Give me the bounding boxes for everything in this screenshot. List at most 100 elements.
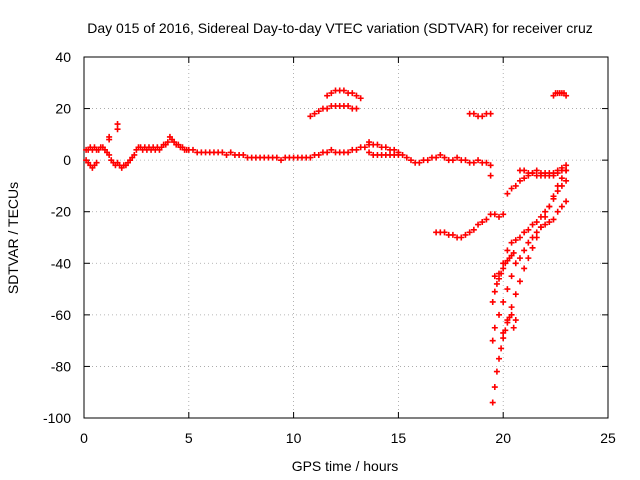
- data-point-marker: [357, 95, 364, 102]
- data-point-marker: [382, 144, 389, 151]
- data-point-marker: [391, 146, 398, 153]
- data-point-marker: [521, 175, 528, 182]
- data-point-marker: [542, 208, 549, 215]
- data-point-marker: [475, 221, 482, 228]
- x-tick-label: 0: [80, 430, 88, 446]
- data-point-marker: [361, 144, 368, 151]
- data-point-marker: [328, 146, 335, 153]
- data-point-marker: [508, 304, 515, 311]
- x-axis-label: GPS time / hours: [292, 458, 399, 474]
- data-point-marker: [315, 108, 322, 115]
- data-point-marker: [521, 167, 528, 174]
- data-point-marker: [512, 260, 519, 267]
- data-point-marker: [487, 172, 494, 179]
- data-point-marker: [542, 221, 549, 228]
- data-point-marker: [449, 231, 456, 238]
- data-point-marker: [533, 234, 540, 241]
- data-point-marker: [324, 149, 331, 156]
- data-point-marker: [558, 175, 565, 182]
- data-point-marker: [563, 167, 570, 174]
- data-point-marker: [493, 368, 500, 375]
- data-point-marker: [345, 102, 352, 109]
- data-point-marker: [311, 110, 318, 117]
- data-point-marker: [512, 182, 519, 189]
- data-point-marker: [189, 146, 196, 153]
- data-point-marker: [466, 229, 473, 236]
- data-point-marker: [240, 151, 247, 158]
- data-point-marker: [508, 273, 515, 280]
- data-point-marker: [554, 167, 561, 174]
- data-point-marker: [328, 90, 335, 97]
- data-point-marker: [533, 229, 540, 236]
- data-point-marker: [449, 157, 456, 164]
- data-point-marker: [307, 154, 314, 161]
- data-point-marker: [504, 317, 511, 324]
- data-point-marker: [496, 275, 503, 282]
- data-point-marker: [433, 154, 440, 161]
- data-point-marker: [483, 159, 490, 166]
- data-point-marker: [563, 177, 570, 184]
- data-point-marker: [278, 157, 285, 164]
- data-point-marker: [349, 90, 356, 97]
- data-point-marker: [529, 244, 536, 251]
- data-point-marker: [550, 195, 557, 202]
- data-point-marker: [374, 141, 381, 148]
- data-point-marker: [489, 298, 496, 305]
- y-axis-label: SDTVAR / TECUs: [5, 182, 21, 294]
- data-point-marker: [315, 151, 322, 158]
- data-point-marker: [93, 159, 100, 166]
- data-point-marker: [516, 234, 523, 241]
- data-point-marker: [437, 151, 444, 158]
- data-point-marker: [537, 213, 544, 220]
- data-point-marker: [441, 154, 448, 161]
- data-point-marker: [493, 280, 500, 287]
- data-point-marker: [512, 237, 519, 244]
- data-point-marker: [353, 92, 360, 99]
- data-point-marker: [504, 247, 511, 254]
- data-point-marker: [525, 226, 532, 233]
- data-point-marker: [307, 113, 314, 120]
- data-point-marker: [546, 219, 553, 226]
- data-point-marker: [496, 311, 503, 318]
- data-point-marker: [521, 229, 528, 236]
- data-point-marker: [521, 247, 528, 254]
- grid-lines: [84, 57, 608, 418]
- data-point-marker: [529, 170, 536, 177]
- data-point-marker: [273, 154, 280, 161]
- y-tick-label: -60: [51, 307, 71, 323]
- data-point-marker: [563, 198, 570, 205]
- data-point-marker: [500, 298, 507, 305]
- data-point-marker: [470, 110, 477, 117]
- data-point-marker: [491, 211, 498, 218]
- data-point-marker: [508, 311, 515, 318]
- data-point-marker: [537, 224, 544, 231]
- data-point-marker: [366, 139, 373, 146]
- x-tick-label: 25: [600, 430, 616, 446]
- data-point-marker: [403, 154, 410, 161]
- data-point-marker: [340, 87, 347, 94]
- data-point-marker: [512, 291, 519, 298]
- data-point-marker: [558, 164, 565, 171]
- data-point-marker: [441, 229, 448, 236]
- data-point-marker: [491, 273, 498, 280]
- data-point-marker: [498, 345, 505, 352]
- data-point-marker: [554, 188, 561, 195]
- data-point-marker: [516, 177, 523, 184]
- data-point-marker: [106, 151, 113, 158]
- y-tick-label: -80: [51, 358, 71, 374]
- data-point-marker: [558, 182, 565, 189]
- data-point-marker: [510, 249, 517, 256]
- data-point-marker: [500, 329, 507, 336]
- data-point-marker: [462, 157, 469, 164]
- axis-ticks: 0 5 10 15 20 25 40 20 0 -20 -40 -60 -80 -100: [43, 49, 616, 446]
- data-point-marker: [510, 324, 517, 331]
- data-point-marker: [131, 151, 138, 158]
- data-point-marker: [491, 324, 498, 331]
- data-point-marker: [491, 288, 498, 295]
- data-point-marker: [366, 149, 373, 156]
- data-point-marker: [496, 213, 503, 220]
- data-point-marker: [462, 231, 469, 238]
- y-tick-label: 40: [55, 49, 71, 65]
- data-point-marker: [475, 157, 482, 164]
- data-point-marker: [345, 149, 352, 156]
